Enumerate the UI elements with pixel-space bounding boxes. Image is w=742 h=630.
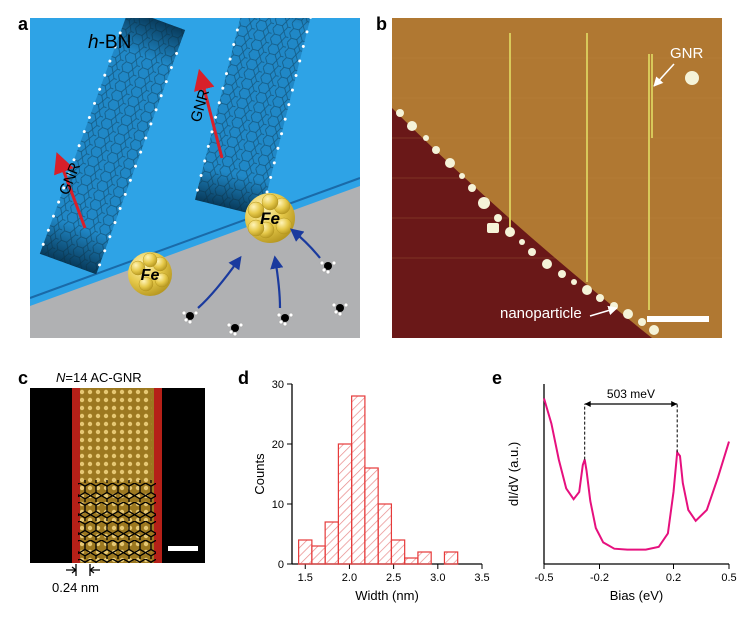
svg-text:20: 20	[272, 439, 284, 451]
np-annotation: nanoparticle	[500, 305, 582, 322]
svg-text:Bias (eV): Bias (eV)	[610, 588, 663, 603]
panel-c-stm	[30, 388, 205, 563]
panel-d-label: d	[238, 368, 249, 389]
scalebar-c	[168, 546, 198, 551]
svg-text:Fe: Fe	[260, 209, 280, 228]
panel-b-afm: GNR nanoparticle	[392, 18, 722, 338]
panel-e-label: e	[492, 368, 502, 389]
svg-text:3.0: 3.0	[430, 572, 445, 584]
panel-c-spacing-label: 0.24 nm	[52, 580, 99, 595]
svg-text:2.0: 2.0	[342, 572, 357, 584]
svg-text:Counts: Counts	[252, 453, 267, 495]
svg-text:-0.2: -0.2	[590, 572, 609, 584]
svg-text:dI/dV (a.u.): dI/dV (a.u.)	[506, 442, 521, 506]
scalebar	[647, 316, 709, 322]
svg-text:0.2: 0.2	[666, 572, 681, 584]
panel-d-histogram: 0 10 20 30 1.5 2.0 2.5 3.0 3.5 Width (nm) Counts	[250, 376, 490, 606]
svg-text:0.5: 0.5	[721, 572, 736, 584]
svg-text:3.5: 3.5	[474, 572, 489, 584]
fe-particle-right: Fe	[245, 193, 295, 243]
svg-text:2.5: 2.5	[386, 572, 401, 584]
svg-text:Fe: Fe	[141, 267, 160, 284]
panel-a-schematic: Fe Fe GNR GNR h-BN	[30, 18, 360, 338]
panel-b-label: b	[376, 14, 387, 35]
svg-text:10: 10	[272, 499, 284, 511]
fe-particle-left: Fe	[128, 252, 172, 296]
panel-a-label: a	[18, 14, 28, 35]
svg-text:-0.5: -0.5	[535, 572, 554, 584]
panel-c-title: N=14 AC-GNR	[56, 370, 142, 385]
hbn-label: h-BN	[88, 32, 131, 53]
panel-c-label: c	[18, 368, 28, 389]
svg-text:Width (nm): Width (nm)	[355, 588, 419, 603]
svg-text:1.5: 1.5	[298, 572, 313, 584]
svg-text:503 meV: 503 meV	[607, 387, 655, 401]
svg-text:0: 0	[278, 559, 284, 571]
panel-e-spectrum: -0.5 -0.2 0.2 0.5 503 meV Bias (eV) dI/dV (a.u…	[502, 376, 737, 606]
svg-text:30: 30	[272, 379, 284, 391]
gnr-annotation: GNR	[670, 45, 704, 62]
